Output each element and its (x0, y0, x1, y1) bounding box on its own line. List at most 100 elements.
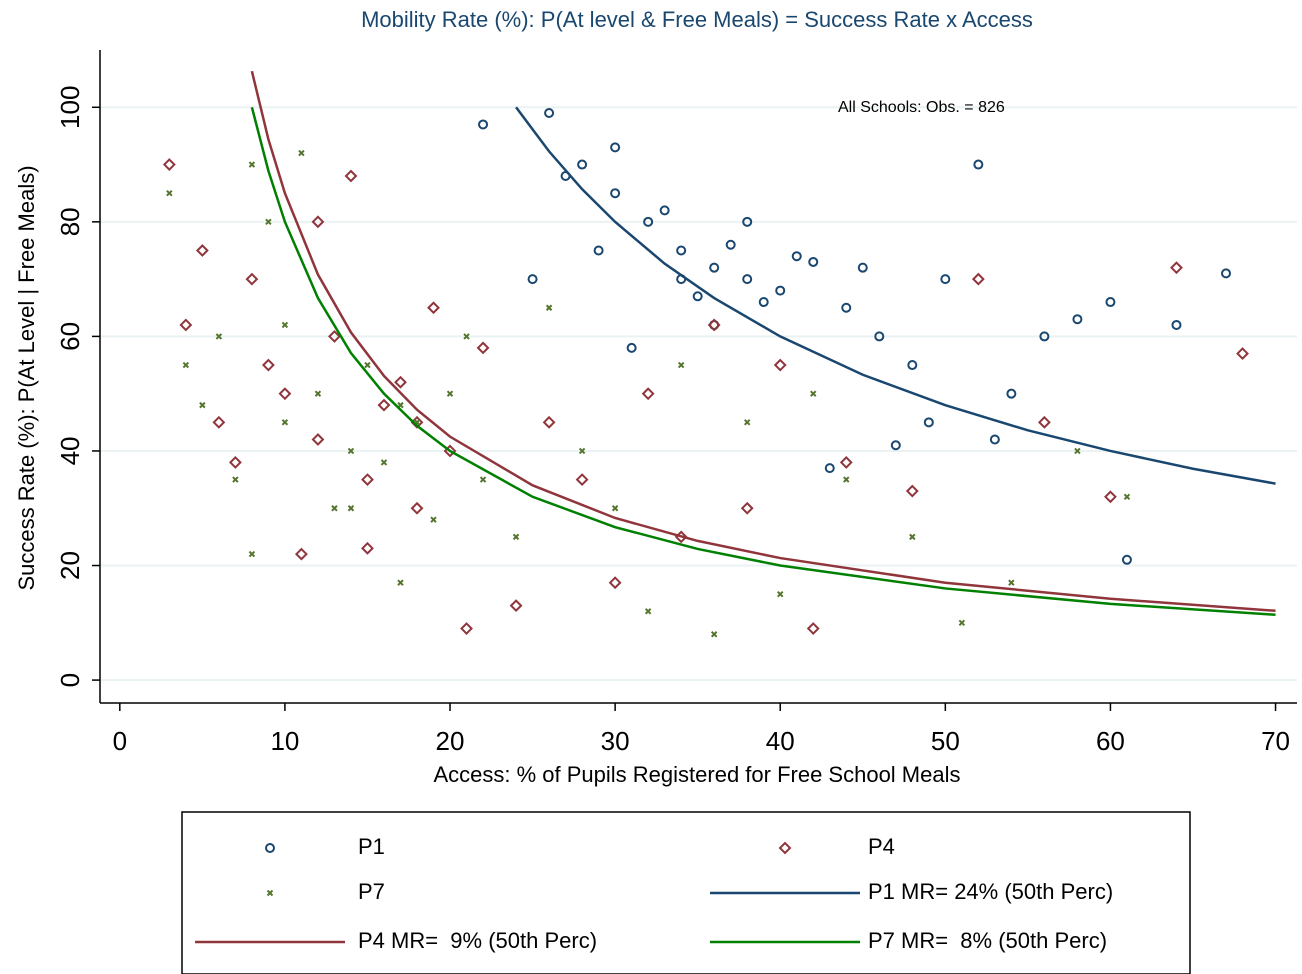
point (311, 433, 325, 446)
point (162, 158, 176, 171)
point (940, 274, 951, 285)
point (361, 541, 374, 555)
point (228, 456, 242, 469)
point (890, 440, 901, 451)
point (166, 189, 173, 197)
point (380, 459, 388, 466)
legend-label: P7 (358, 879, 385, 904)
point (841, 302, 852, 313)
point (248, 161, 256, 168)
point (1221, 268, 1232, 279)
point (232, 476, 239, 483)
point (347, 505, 355, 512)
point (907, 360, 918, 371)
legend-box (181, 811, 1191, 974)
point (328, 329, 341, 343)
point (989, 434, 1000, 445)
y-tick-label: 80 (55, 207, 85, 236)
x-tick-label: 70 (1261, 726, 1290, 756)
point (709, 262, 720, 273)
point (824, 463, 835, 474)
legend-label: P7 MR= 8% (50th Perc) (868, 928, 1107, 953)
point (344, 169, 358, 183)
x-tick-label: 50 (931, 726, 960, 756)
legend-label: P4 MR= 9% (50th Perc) (358, 928, 597, 953)
curve (515, 106, 1276, 485)
point (195, 244, 209, 257)
point (578, 447, 586, 455)
point (215, 333, 223, 340)
y-tick-label: 40 (55, 437, 85, 466)
x-tick-label: 0 (113, 726, 127, 756)
point (843, 476, 850, 483)
point (364, 361, 371, 369)
point (857, 262, 868, 273)
legend-label: P1 MR= 24% (50th Perc) (868, 879, 1113, 904)
point (808, 256, 819, 267)
point (1074, 447, 1081, 455)
point (1236, 347, 1249, 361)
point (643, 216, 654, 227)
point (479, 476, 487, 483)
point (377, 398, 391, 412)
point (1037, 415, 1051, 429)
y-axis-title: Success Rate (%): P(At Level | Free Meal… (14, 165, 39, 590)
point (740, 501, 754, 515)
point (676, 245, 687, 256)
point (545, 304, 553, 311)
y-tick-label: 60 (55, 322, 85, 351)
y-tick-label: 100 (55, 86, 85, 129)
x-tick-label: 40 (766, 726, 795, 756)
point (314, 390, 322, 397)
point (527, 274, 538, 285)
point (791, 251, 802, 262)
point (463, 333, 470, 340)
point (958, 619, 966, 627)
point (743, 419, 751, 426)
point (397, 579, 404, 586)
point (281, 419, 289, 426)
annotation: All Schools: Obs. = 826 (838, 99, 1005, 116)
point (361, 473, 374, 487)
point (544, 108, 555, 119)
point (281, 321, 289, 329)
y-tick-label: 20 (55, 551, 85, 580)
point (608, 576, 622, 590)
point (261, 358, 275, 372)
chart-title: Mobility Rate (%): P(At level & Free Mea… (361, 7, 1033, 32)
point (593, 245, 604, 256)
point (575, 473, 589, 487)
legend-symbol (266, 889, 274, 897)
x-tick-label: 10 (270, 726, 299, 756)
point (430, 516, 437, 523)
point (509, 599, 523, 613)
curve (250, 70, 1276, 613)
point (742, 216, 753, 227)
legend-symbol (778, 841, 792, 855)
point (298, 149, 305, 157)
point (265, 218, 272, 226)
y-tick-label: 0 (55, 673, 85, 687)
point (410, 501, 424, 515)
point (909, 533, 916, 541)
point (973, 159, 984, 170)
point (644, 608, 652, 615)
point (1006, 388, 1017, 399)
point (1072, 314, 1083, 325)
legend-symbol (265, 843, 275, 853)
point (610, 188, 621, 199)
point (542, 415, 556, 429)
point (641, 387, 655, 401)
point (707, 318, 721, 332)
point (199, 401, 206, 409)
point (677, 361, 685, 369)
point (1123, 493, 1131, 500)
point (659, 205, 670, 216)
point (1171, 319, 1182, 330)
legend-label: P1 (358, 834, 385, 859)
point (179, 318, 193, 332)
point (311, 215, 325, 229)
x-axis-title: Access: % of Pupils Registered for Free … (433, 762, 960, 787)
point (905, 484, 919, 498)
